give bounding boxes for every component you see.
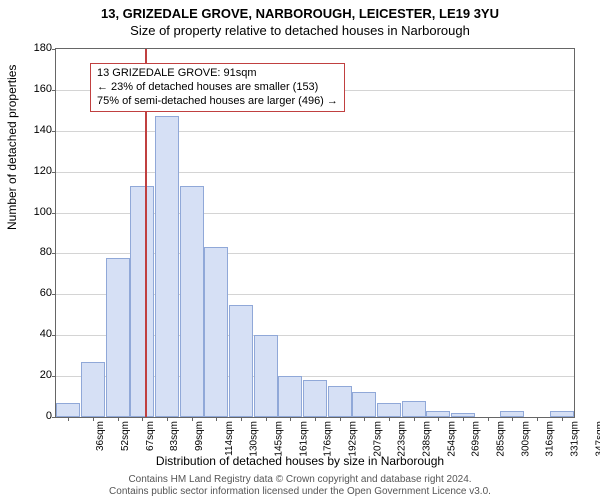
ytick-label: 0 <box>46 410 52 422</box>
xtick-label: 300sqm <box>520 421 531 457</box>
ytick-mark <box>52 253 56 254</box>
histogram-bar <box>155 116 179 417</box>
xtick-label: 145sqm <box>274 421 285 457</box>
xtick-label: 285sqm <box>496 421 507 457</box>
xtick-label: 83sqm <box>169 421 180 451</box>
xtick-mark <box>290 417 291 421</box>
xtick-mark <box>364 417 365 421</box>
histogram-bar <box>204 247 228 417</box>
title-subtitle: Size of property relative to detached ho… <box>0 21 600 38</box>
ytick-mark <box>52 417 56 418</box>
xtick-mark <box>438 417 439 421</box>
histogram-bar <box>278 376 302 417</box>
annotation-box: 13 GRIZEDALE GROVE: 91sqm ← 23% of detac… <box>90 63 345 112</box>
histogram-bar <box>254 335 278 417</box>
xtick-mark <box>512 417 513 421</box>
histogram-bar <box>402 401 426 417</box>
xtick-label: 316sqm <box>545 421 556 457</box>
ytick-label: 40 <box>40 328 52 340</box>
annotation-line-3: 75% of semi-detached houses are larger (… <box>97 95 338 109</box>
ytick-mark <box>52 335 56 336</box>
xtick-label: 207sqm <box>372 421 383 457</box>
xtick-mark <box>192 417 193 421</box>
xtick-label: 36sqm <box>95 421 106 451</box>
xtick-mark <box>315 417 316 421</box>
xtick-label: 269sqm <box>471 421 482 457</box>
xtick-mark <box>142 417 143 421</box>
ytick-label: 120 <box>34 165 52 177</box>
xtick-label: 161sqm <box>298 421 309 457</box>
histogram-bar <box>377 403 401 417</box>
ytick-label: 160 <box>34 83 52 95</box>
histogram-bar <box>303 380 327 417</box>
xtick-label: 192sqm <box>348 421 359 457</box>
histogram-bar <box>328 386 352 417</box>
ytick-label: 140 <box>34 124 52 136</box>
xtick-label: 114sqm <box>224 421 235 456</box>
xtick-label: 331sqm <box>570 421 581 457</box>
xtick-mark <box>562 417 563 421</box>
annotation-line-1: 13 GRIZEDALE GROVE: 91sqm <box>97 67 338 81</box>
xtick-mark <box>167 417 168 421</box>
ytick-label: 180 <box>34 42 52 54</box>
histogram-bar <box>81 362 105 417</box>
histogram-bar <box>56 403 80 417</box>
y-axis-label: Number of detached properties <box>5 65 19 230</box>
xtick-label: 238sqm <box>422 421 433 457</box>
xtick-label: 347sqm <box>594 421 600 457</box>
histogram-bar <box>180 186 204 417</box>
x-axis-label: Distribution of detached houses by size … <box>0 454 600 468</box>
xtick-mark <box>93 417 94 421</box>
xtick-mark <box>537 417 538 421</box>
histogram-bar <box>130 186 154 417</box>
ytick-mark <box>52 131 56 132</box>
chart-container: 13, GRIZEDALE GROVE, NARBOROUGH, LEICEST… <box>0 0 600 500</box>
credits-line-2: Contains public sector information licen… <box>0 486 600 498</box>
xtick-mark <box>68 417 69 421</box>
xtick-label: 130sqm <box>249 421 260 457</box>
ytick-mark <box>52 90 56 91</box>
xtick-mark <box>241 417 242 421</box>
credits: Contains HM Land Registry data © Crown c… <box>0 474 600 498</box>
xtick-label: 52sqm <box>120 421 131 451</box>
ytick-mark <box>52 49 56 50</box>
ytick-label: 80 <box>40 246 52 258</box>
xtick-mark <box>118 417 119 421</box>
xtick-mark <box>488 417 489 421</box>
xtick-label: 176sqm <box>323 421 334 457</box>
xtick-label: 223sqm <box>397 421 408 457</box>
ytick-mark <box>52 213 56 214</box>
histogram-bar <box>229 305 253 417</box>
ytick-label: 60 <box>40 287 52 299</box>
xtick-label: 67sqm <box>145 421 156 451</box>
ytick-label: 100 <box>34 206 52 218</box>
xtick-mark <box>463 417 464 421</box>
grid-line <box>56 131 574 132</box>
title-address: 13, GRIZEDALE GROVE, NARBOROUGH, LEICEST… <box>0 0 600 21</box>
xtick-mark <box>266 417 267 421</box>
xtick-label: 254sqm <box>446 421 457 457</box>
xtick-label: 99sqm <box>194 421 205 451</box>
grid-line <box>56 172 574 173</box>
xtick-mark <box>414 417 415 421</box>
plot-area: 13 GRIZEDALE GROVE: 91sqm ← 23% of detac… <box>55 48 575 418</box>
xtick-mark <box>216 417 217 421</box>
xtick-mark <box>389 417 390 421</box>
ytick-mark <box>52 294 56 295</box>
annotation-line-2: ← 23% of detached houses are smaller (15… <box>97 81 338 95</box>
ytick-label: 20 <box>40 369 52 381</box>
ytick-mark <box>52 376 56 377</box>
credits-line-1: Contains HM Land Registry data © Crown c… <box>0 474 600 486</box>
histogram-bar <box>352 392 376 417</box>
xtick-mark <box>340 417 341 421</box>
histogram-bar <box>106 258 130 417</box>
ytick-mark <box>52 172 56 173</box>
